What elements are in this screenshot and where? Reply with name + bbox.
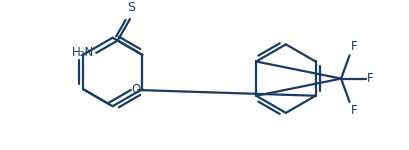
Text: H₂N: H₂N (72, 46, 94, 59)
Text: F: F (351, 40, 357, 53)
Text: F: F (351, 104, 357, 117)
Text: F: F (367, 72, 373, 85)
Text: O: O (132, 83, 141, 96)
Text: S: S (127, 1, 135, 14)
